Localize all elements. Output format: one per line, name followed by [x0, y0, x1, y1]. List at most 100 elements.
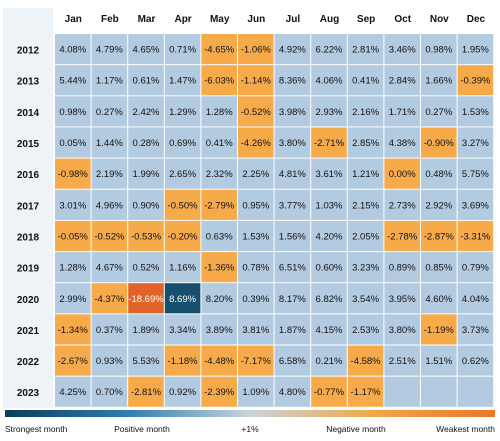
cell-value-2019-dec: 0.79% [462, 263, 489, 274]
cell-2015-oct [384, 127, 420, 158]
cell-value-2017-nov: 2.92% [425, 200, 452, 211]
cell-value-2022-mar: 5.53% [133, 356, 160, 367]
cell-value-2013-sep: 0.41% [352, 76, 379, 87]
cell-2019-sep [347, 252, 384, 283]
cell-2013-nov [421, 65, 457, 96]
cell-2017-mar [128, 189, 164, 220]
cell-2020-oct [384, 283, 420, 314]
cell-2016-feb [91, 158, 128, 189]
cell-value-2017-sep: 2.15% [352, 200, 379, 211]
cell-2019-mar [128, 252, 164, 283]
cell-value-2021-oct: 3.80% [389, 325, 416, 336]
cell-value-2014-jan: 0.98% [59, 107, 86, 118]
cell-2022-aug [311, 345, 347, 376]
cell-2022-dec [457, 345, 494, 376]
cell-value-2014-dec: 1.53% [462, 107, 489, 118]
cell-2017-may [201, 189, 237, 220]
month-header-jan: Jan [65, 14, 82, 25]
month-header-row: Jan Feb Mar Apr May Jun Jul Aug Sep Oct Nov Dec [65, 14, 486, 25]
cell-value-2015-jan: 0.05% [59, 138, 86, 149]
cell-2019-jul [274, 252, 311, 283]
cell-2012-apr [164, 34, 201, 65]
cell-value-2012-jun: -1.06% [241, 45, 272, 56]
cell-value-2014-jul: 3.98% [279, 107, 306, 118]
month-header-oct: Oct [394, 14, 411, 25]
cell-value-2020-may: 8.20% [206, 294, 233, 305]
cell-2017-aug [311, 189, 347, 220]
cell-value-2012-dec: 1.95% [462, 45, 489, 56]
cell-2018-oct [384, 220, 420, 252]
cell-2021-oct [384, 314, 420, 345]
cell-value-2013-apr: 1.47% [169, 76, 196, 87]
cell-2014-apr [164, 96, 201, 127]
legend-label-2: +1% [241, 424, 259, 434]
cell-2015-apr [164, 127, 201, 158]
cell-value-2014-aug: 2.93% [316, 107, 343, 118]
cell-value-2018-dec: -3.31% [460, 231, 491, 242]
cell-2013-aug [311, 65, 347, 96]
cell-2014-oct [384, 96, 420, 127]
cell-value-2018-nov: -2.87% [424, 231, 455, 242]
cell-2013-dec [457, 65, 494, 96]
cell-2020-apr [164, 283, 201, 314]
cell-value-2015-feb: 1.44% [96, 138, 123, 149]
cell-value-2015-sep: 2.85% [352, 138, 379, 149]
cell-value-2016-mar: 1.99% [133, 169, 160, 180]
cell-value-2018-jul: 1.56% [279, 231, 306, 242]
cell-2020-mar [128, 283, 164, 314]
cell-2022-oct [384, 345, 420, 376]
cell-2012-jul [274, 34, 311, 65]
cell-2012-mar [128, 34, 164, 65]
cell-2017-oct [384, 189, 420, 220]
cell-2012-dec [457, 34, 494, 65]
cell-2023-apr [164, 376, 201, 407]
cell-value-2016-nov: 0.48% [425, 169, 452, 180]
cell-2017-feb [91, 189, 128, 220]
cell-2016-may [201, 158, 237, 189]
cell-value-2015-mar: 0.28% [133, 138, 160, 149]
cell-2023-jun [238, 376, 274, 407]
cell-2013-feb [91, 65, 128, 96]
cell-2021-jun [238, 314, 274, 345]
cell-2017-dec [457, 189, 494, 220]
cell-2015-jan [55, 127, 91, 158]
cell-value-2017-dec: 3.69% [462, 200, 489, 211]
cell-2014-feb [91, 96, 128, 127]
cell-2014-aug [311, 96, 347, 127]
cell-2016-mar [128, 158, 164, 189]
cell-value-2016-jul: 4.81% [279, 169, 306, 180]
cell-2023-mar [128, 376, 164, 407]
cell-2016-jun [238, 158, 274, 189]
cell-value-2014-sep: 2.16% [352, 107, 379, 118]
cell-value-2018-aug: 4.20% [316, 231, 343, 242]
month-header-apr: Apr [174, 14, 191, 25]
cell-value-2023-may: -2.39% [204, 387, 235, 398]
cell-value-2021-apr: 3.34% [169, 325, 196, 336]
cell-value-2019-apr: 1.16% [169, 263, 196, 274]
cell-value-2013-jun: -1.14% [241, 76, 272, 87]
cell-value-2023-mar: -2.81% [131, 387, 162, 398]
cell-value-2015-apr: 0.69% [169, 138, 196, 149]
cell-2023-feb [91, 376, 128, 407]
month-header-dec: Dec [467, 14, 486, 25]
cell-2015-mar [128, 127, 164, 158]
cell-value-2022-aug: 0.21% [316, 356, 343, 367]
cell-value-2016-jan: -0.98% [58, 169, 89, 180]
cell-value-2022-jun: -7.17% [241, 356, 272, 367]
cell-value-2023-aug: -0.77% [314, 387, 345, 398]
cell-2021-nov [421, 314, 457, 345]
cell-value-2014-may: 1.28% [206, 107, 233, 118]
cell-value-2017-aug: 1.03% [316, 200, 343, 211]
cell-2012-may [201, 34, 237, 65]
month-header-aug: Aug [320, 14, 339, 25]
cell-2013-oct [384, 65, 420, 96]
cell-2013-apr [164, 65, 201, 96]
cell-value-2012-apr: 0.71% [169, 45, 196, 56]
cell-value-2020-aug: 6.82% [316, 294, 343, 305]
cell-2018-feb [91, 220, 128, 252]
cell-value-2020-jul: 8.17% [279, 294, 306, 305]
cell-value-2021-jan: -1.34% [58, 325, 89, 336]
cell-value-2021-feb: 0.37% [96, 325, 123, 336]
cell-value-2020-feb: -4.37% [94, 294, 125, 305]
